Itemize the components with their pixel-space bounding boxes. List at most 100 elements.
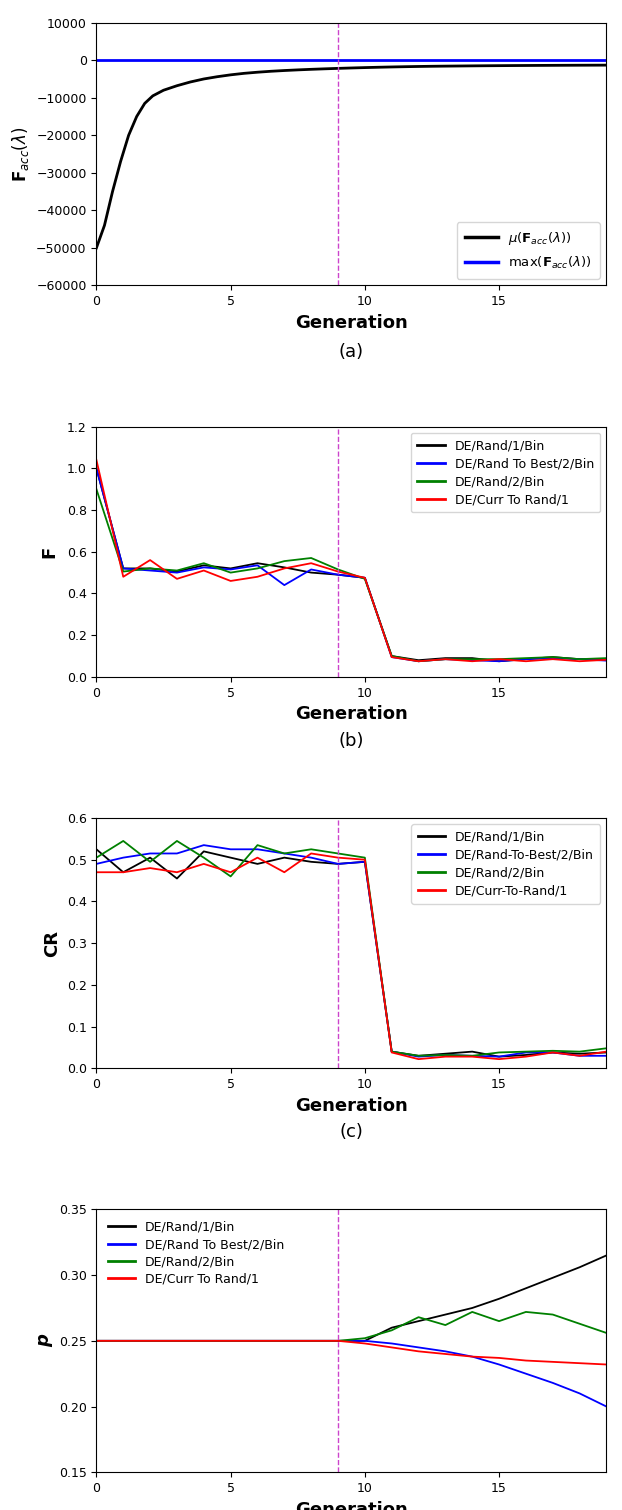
$\max(\mathbf{F}_{acc}(\lambda))$	[415, 51, 422, 69]
DE/Rand/2/Bin	[254, 559, 261, 577]
DE/Rand/2/Bin	[227, 867, 234, 885]
DE/Rand/2/Bin	[200, 849, 208, 867]
DE/Rand/2/Bin	[93, 1332, 100, 1350]
Line: DE/Rand To Best/2/Bin: DE/Rand To Best/2/Bin	[96, 468, 606, 661]
DE/Rand/2/Bin	[388, 1321, 396, 1339]
DE/Rand To Best/2/Bin	[361, 569, 369, 587]
Line: DE/Curr To Rand/1: DE/Curr To Rand/1	[96, 461, 606, 661]
DE/Curr To Rand/1	[254, 1332, 261, 1350]
$\mu(\mathbf{F}_{acc}(\lambda))$	[321, 60, 328, 79]
DE/Rand To Best/2/Bin	[334, 566, 341, 584]
DE/Rand/2/Bin	[442, 1317, 449, 1335]
$\mu(\mathbf{F}_{acc}(\lambda))$	[133, 107, 141, 125]
$\mu(\mathbf{F}_{acc}(\lambda))$	[522, 56, 530, 74]
DE/Rand/2/Bin	[254, 1332, 261, 1350]
DE/Rand/2/Bin	[549, 648, 557, 666]
X-axis label: Generation: Generation	[295, 314, 408, 332]
DE/Rand/2/Bin	[576, 651, 583, 669]
DE/Rand/1/Bin	[603, 651, 610, 669]
DE/Rand/1/Bin	[227, 849, 234, 867]
DE/Rand/2/Bin	[173, 832, 180, 850]
Line: DE/Rand To Best/2/Bin: DE/Rand To Best/2/Bin	[96, 1341, 606, 1406]
$\mu(\mathbf{F}_{acc}(\lambda))$	[374, 59, 382, 77]
DE/Rand/1/Bin	[603, 1246, 610, 1264]
DE/Curr To Rand/1	[468, 1347, 476, 1365]
Line: DE/Rand/2/Bin: DE/Rand/2/Bin	[96, 841, 606, 1055]
DE/Curr To Rand/1	[415, 652, 422, 670]
DE/Rand/1/Bin	[281, 1332, 288, 1350]
Y-axis label: $\mathbf{F}_{acc}(\lambda)$: $\mathbf{F}_{acc}(\lambda)$	[9, 127, 30, 181]
X-axis label: Generation: Generation	[295, 705, 408, 723]
DE/Rand/1/Bin	[468, 1042, 476, 1060]
DE/Curr To Rand/1	[334, 1332, 341, 1350]
DE/Rand/1/Bin	[146, 1332, 154, 1350]
$\mu(\mathbf{F}_{acc}(\lambda))$	[428, 57, 435, 76]
$\mu(\mathbf{F}_{acc}(\lambda))$	[227, 66, 234, 85]
DE/Rand/1/Bin	[307, 1332, 315, 1350]
DE/Rand/1/Bin	[281, 559, 288, 577]
DE/Rand/2/Bin	[576, 1042, 583, 1060]
$\max(\mathbf{F}_{acc}(\lambda))$	[522, 51, 530, 69]
DE/Rand To Best/2/Bin	[388, 648, 396, 666]
DE/Rand/2/Bin	[281, 1332, 288, 1350]
DE/Rand/2/Bin	[468, 1303, 476, 1321]
DE/Curr To Rand/1	[173, 1332, 180, 1350]
Text: (a): (a)	[339, 343, 364, 361]
DE/Rand To Best/2/Bin	[522, 651, 530, 669]
DE/Curr-To-Rand/1	[522, 1048, 530, 1066]
DE/Curr To Rand/1	[93, 451, 100, 470]
DE/Rand/1/Bin	[119, 864, 127, 882]
X-axis label: Generation: Generation	[295, 1501, 408, 1510]
DE/Rand To Best/2/Bin	[173, 563, 180, 581]
DE/Curr To Rand/1	[415, 1342, 422, 1361]
Text: (c): (c)	[340, 1123, 363, 1142]
DE/Rand To Best/2/Bin	[254, 1332, 261, 1350]
Line: $\mu(\mathbf{F}_{acc}(\lambda))$: $\mu(\mathbf{F}_{acc}(\lambda))$	[96, 65, 606, 248]
$\mu(\mathbf{F}_{acc}(\lambda))$	[173, 77, 180, 95]
$\mu(\mathbf{F}_{acc}(\lambda))$	[109, 183, 116, 201]
DE/Rand To Best/2/Bin	[442, 651, 449, 669]
DE/Curr-To-Rand/1	[442, 1048, 449, 1066]
$\max(\mathbf{F}_{acc}(\lambda))$	[227, 51, 234, 69]
DE/Rand/2/Bin	[227, 1332, 234, 1350]
DE/Rand/1/Bin	[495, 1290, 503, 1308]
DE/Rand/2/Bin	[334, 560, 341, 578]
DE/Rand/2/Bin	[495, 1312, 503, 1330]
DE/Rand/1/Bin	[119, 1332, 127, 1350]
DE/Rand/1/Bin	[334, 855, 341, 873]
$\mu(\mathbf{F}_{acc}(\lambda))$	[482, 57, 490, 76]
DE/Rand To Best/2/Bin	[495, 1356, 503, 1374]
DE/Curr To Rand/1	[281, 559, 288, 577]
DE/Rand/1/Bin	[576, 1258, 583, 1276]
DE/Rand/2/Bin	[307, 1332, 315, 1350]
DE/Rand To Best/2/Bin	[361, 1332, 369, 1350]
DE/Rand/2/Bin	[495, 1043, 503, 1062]
DE/Curr To Rand/1	[442, 1345, 449, 1364]
$\max(\mathbf{F}_{acc}(\lambda))$	[281, 51, 288, 69]
$\max(\mathbf{F}_{acc}(\lambda))$	[334, 51, 341, 69]
$\mu(\mathbf{F}_{acc}(\lambda))$	[455, 57, 463, 76]
DE/Rand/1/Bin	[334, 1332, 341, 1350]
DE/Curr To Rand/1	[307, 1332, 315, 1350]
DE/Rand/1/Bin	[361, 853, 369, 871]
Line: DE/Rand/2/Bin: DE/Rand/2/Bin	[96, 489, 606, 661]
DE/Rand/1/Bin	[549, 1043, 557, 1062]
DE/Rand/2/Bin	[93, 849, 100, 867]
$\mu(\mathbf{F}_{acc}(\lambda))$	[117, 153, 124, 171]
DE/Rand-To-Best/2/Bin	[93, 855, 100, 873]
DE/Rand-To-Best/2/Bin	[173, 844, 180, 862]
DE/Rand/1/Bin	[468, 649, 476, 667]
DE/Rand/1/Bin	[522, 1279, 530, 1297]
DE/Rand To Best/2/Bin	[281, 1332, 288, 1350]
DE/Rand/2/Bin	[495, 651, 503, 669]
DE/Rand/2/Bin	[146, 853, 154, 871]
$\mu(\mathbf{F}_{acc}(\lambda))$	[348, 59, 355, 77]
DE/Curr To Rand/1	[119, 568, 127, 586]
DE/Rand/1/Bin	[93, 840, 100, 858]
DE/Curr To Rand/1	[361, 569, 369, 587]
DE/Curr To Rand/1	[442, 651, 449, 669]
DE/Rand To Best/2/Bin	[576, 651, 583, 669]
$\max(\mathbf{F}_{acc}(\lambda))$	[307, 51, 315, 69]
DE/Rand To Best/2/Bin	[93, 1332, 100, 1350]
DE/Rand/1/Bin	[173, 1332, 180, 1350]
